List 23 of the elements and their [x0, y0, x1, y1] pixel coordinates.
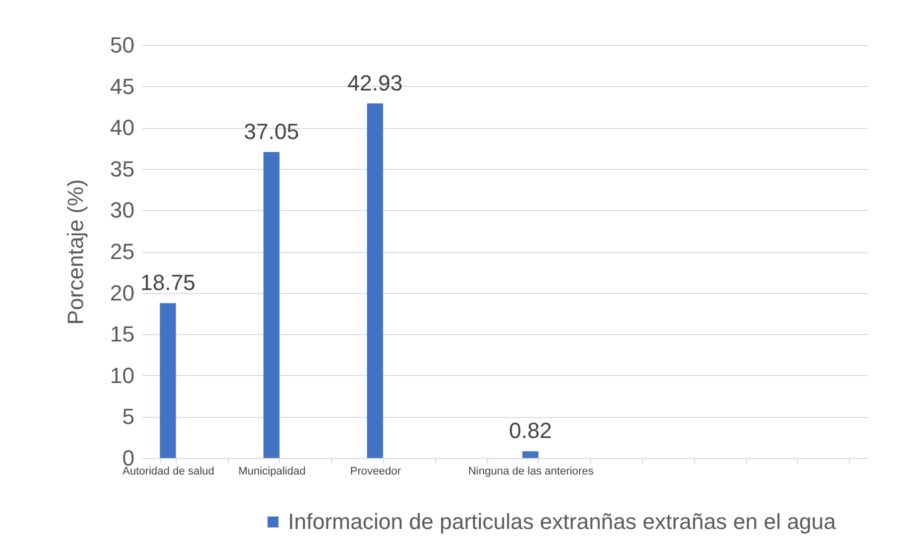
data-label: 18.75 [140, 270, 196, 296]
y-tick-label: 20 [110, 280, 134, 306]
x-tick-label: Proveedor [350, 466, 402, 478]
y-tick-label: 40 [110, 115, 134, 140]
x-tick-label: Ninguna de las anteriores [468, 466, 594, 478]
data-label: 0.82 [508, 418, 552, 444]
y-tick-label: 35 [110, 156, 134, 182]
y-tick-label: 25 [110, 239, 134, 264]
y-tick-label: 15 [110, 322, 134, 347]
y-tick-label: 30 [110, 198, 134, 223]
legend-label: Informacion de particulas extranñas extrañas en el agua [288, 509, 837, 534]
bar [522, 451, 538, 458]
y-tick-label: 50 [110, 32, 134, 58]
y-tick-label: 10 [110, 362, 134, 388]
y-axis-title: Porcentaje (%) [63, 179, 88, 325]
bar [160, 303, 176, 458]
bar [263, 152, 280, 458]
data-label: 42.93 [348, 70, 403, 96]
y-tick-label: 5 [122, 404, 134, 430]
data-label: 37.05 [244, 118, 299, 144]
y-tick-label: 45 [110, 74, 134, 99]
x-tick-label: Municipalidad [238, 466, 306, 478]
bar [367, 103, 384, 458]
